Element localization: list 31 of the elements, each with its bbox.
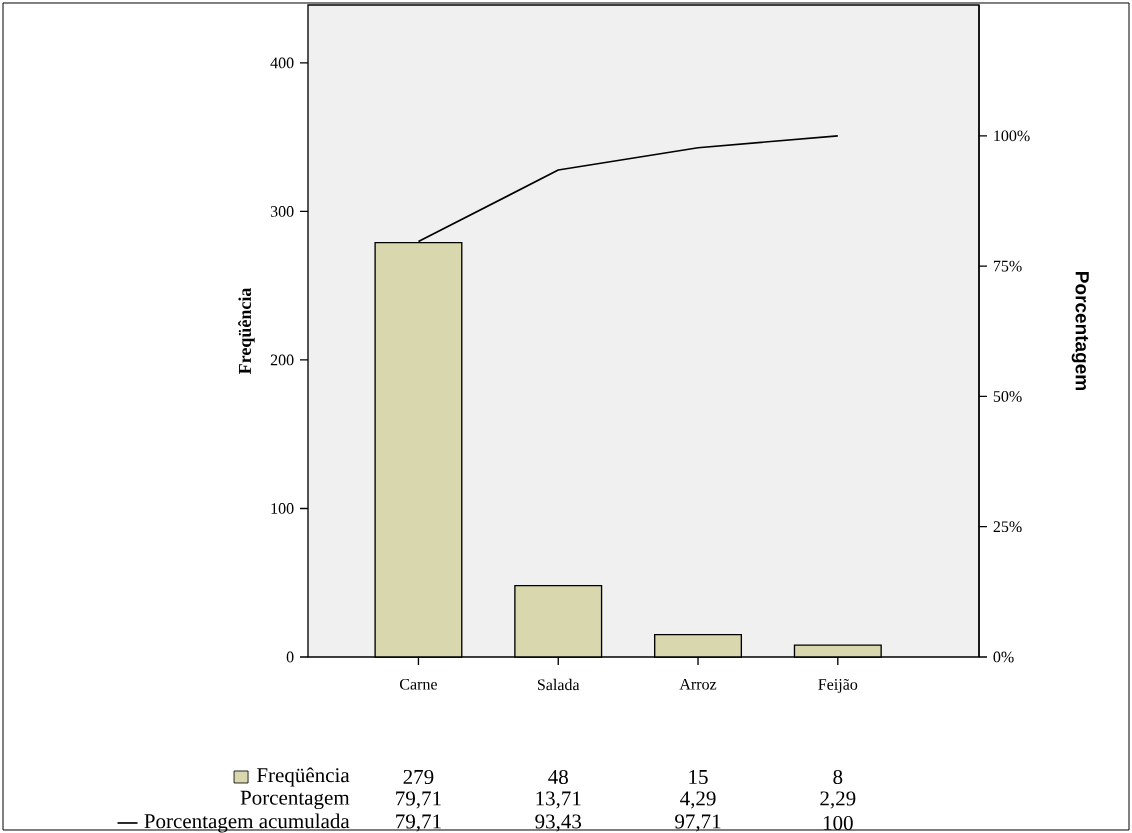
y-tick-label: 0: [286, 651, 294, 663]
legend-label: Freqüência: [256, 767, 350, 787]
y-axis-title: Freqüência: [238, 287, 255, 374]
y2-tick-label: 100%: [994, 130, 1030, 142]
y-tick-label: 200: [270, 354, 294, 366]
y2-tick-label: 25%: [993, 521, 1022, 533]
y2-axis-title: Porcentagem: [1071, 272, 1089, 390]
text: 79,71: [396, 791, 441, 809]
x-tick-label: Salada: [537, 678, 580, 691]
data-label: 279: [403, 769, 434, 785]
y2-tick-label: 75%: [993, 260, 1022, 272]
data-label: 8: [833, 769, 843, 785]
y2-tick-label: 50%: [993, 390, 1022, 402]
x-tick-label: Arroz: [679, 678, 717, 690]
data-label: 48: [548, 769, 568, 785]
text: 13,71: [536, 791, 581, 809]
y-tick-label: 100: [271, 503, 294, 514]
y2-tick-label: 0%: [993, 651, 1014, 663]
legend-label: Porcentagem acumulada: [144, 813, 350, 833]
data-label: 79,71: [396, 814, 441, 832]
x-tick-label: Feijão: [818, 678, 858, 694]
data-label: 93,43: [535, 814, 582, 832]
text: 2,29: [820, 791, 856, 809]
x-tick-label: Carne: [399, 678, 437, 690]
y-tick-label: 400: [270, 57, 294, 69]
data-label: 97,71: [675, 814, 721, 832]
text: Porcentagem: [240, 790, 350, 810]
data-label: 100: [823, 815, 853, 831]
text: 4,29: [680, 791, 716, 809]
y-tick-label: 300: [270, 206, 294, 217]
data-label: 15: [689, 769, 708, 785]
